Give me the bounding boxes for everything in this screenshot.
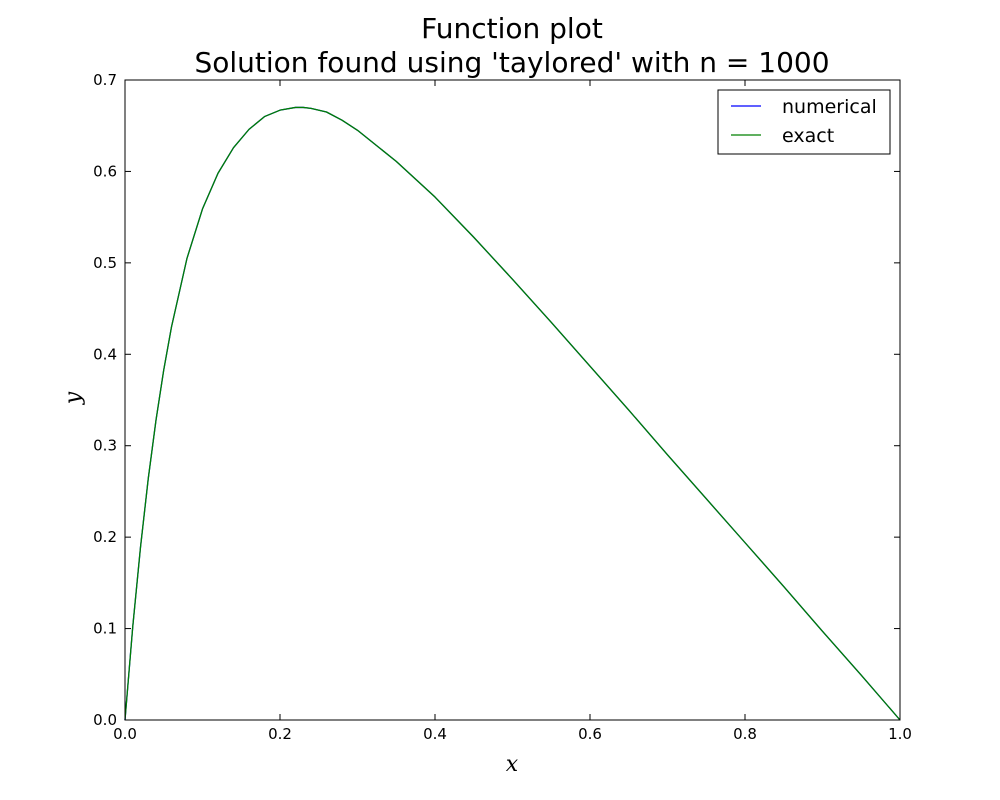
x-tick-label: 0.2 bbox=[268, 725, 292, 743]
axes-border bbox=[124, 79, 901, 721]
axes-frame bbox=[125, 80, 900, 720]
y-axis-label: y bbox=[61, 391, 86, 405]
y-tick-label: 0.4 bbox=[93, 345, 117, 363]
x-axis-ticks: 0.0 0.2 0.4 0.6 0.8 1.0 bbox=[113, 80, 912, 743]
chart-subtitle: Solution found using 'taylored' with n =… bbox=[194, 46, 829, 79]
x-axis-label: x bbox=[506, 752, 519, 777]
y-axis-ticks: 0.0 0.1 0.2 0.3 0.4 0.5 0.6 0.7 bbox=[93, 71, 900, 729]
legend-label-exact: exact bbox=[782, 125, 834, 147]
legend-box bbox=[717, 89, 891, 155]
y-tick-label: 0.7 bbox=[93, 71, 117, 89]
y-tick-label: 0.1 bbox=[93, 620, 117, 638]
y-tick-label: 0.0 bbox=[93, 711, 117, 729]
series-line-exact bbox=[124, 106, 901, 721]
y-tick-label: 0.5 bbox=[93, 254, 117, 272]
x-tick-label: 0.4 bbox=[423, 725, 447, 743]
y-tick-label: 0.6 bbox=[93, 162, 117, 180]
legend-label-numerical: numerical bbox=[782, 96, 877, 118]
x-tick-label: 0.0 bbox=[113, 725, 137, 743]
legend: numerical exact bbox=[717, 89, 891, 155]
plot-area bbox=[124, 79, 901, 721]
series-layer bbox=[124, 106, 901, 721]
x-tick-label: 0.6 bbox=[578, 725, 602, 743]
y-tick-label: 0.2 bbox=[93, 528, 117, 546]
x-tick-label: 1.0 bbox=[888, 725, 912, 743]
chart-title: Function plot bbox=[421, 12, 603, 45]
x-tick-label: 0.8 bbox=[733, 725, 757, 743]
y-tick-label: 0.3 bbox=[93, 437, 117, 455]
